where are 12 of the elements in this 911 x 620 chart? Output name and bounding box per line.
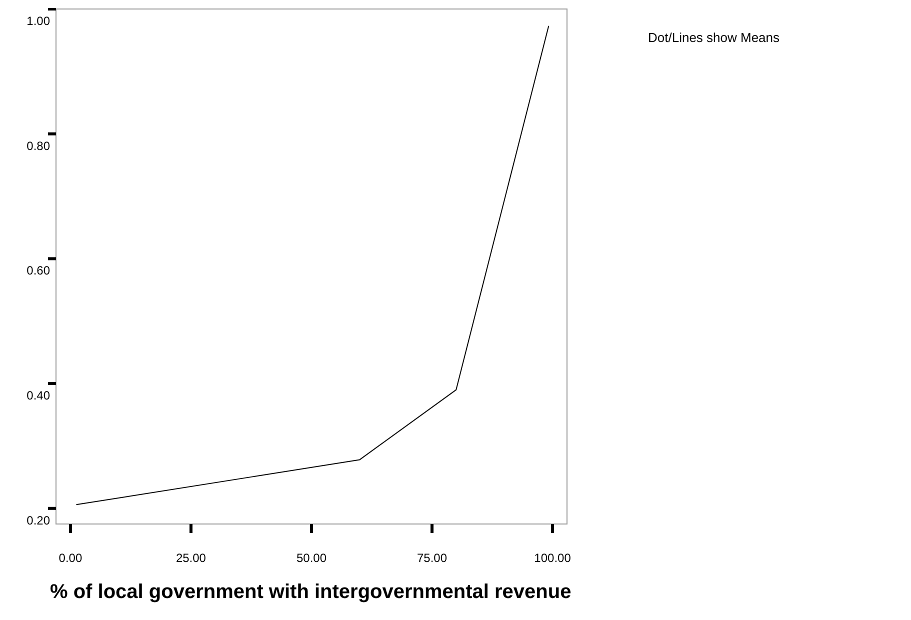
x-axis-title: % of local government with intergovernmental revenue [50, 581, 572, 603]
y-tick-label: 0.80 [26, 138, 50, 153]
x-tick-label: 75.00 [417, 551, 448, 565]
x-tick-label: 25.00 [176, 551, 206, 565]
y-tick-label: 0.40 [26, 388, 50, 403]
x-tick-label: 0.00 [58, 551, 82, 565]
y-tick-label: 1.00 [26, 14, 50, 28]
x-tick-label: 100.00 [534, 551, 572, 565]
y-tick-label: 0.20 [26, 513, 50, 528]
text: Dot/Lines show Means [648, 30, 780, 45]
x-tick-label: 50.00 [296, 551, 327, 565]
y-tick-label: 0.60 [26, 264, 50, 278]
